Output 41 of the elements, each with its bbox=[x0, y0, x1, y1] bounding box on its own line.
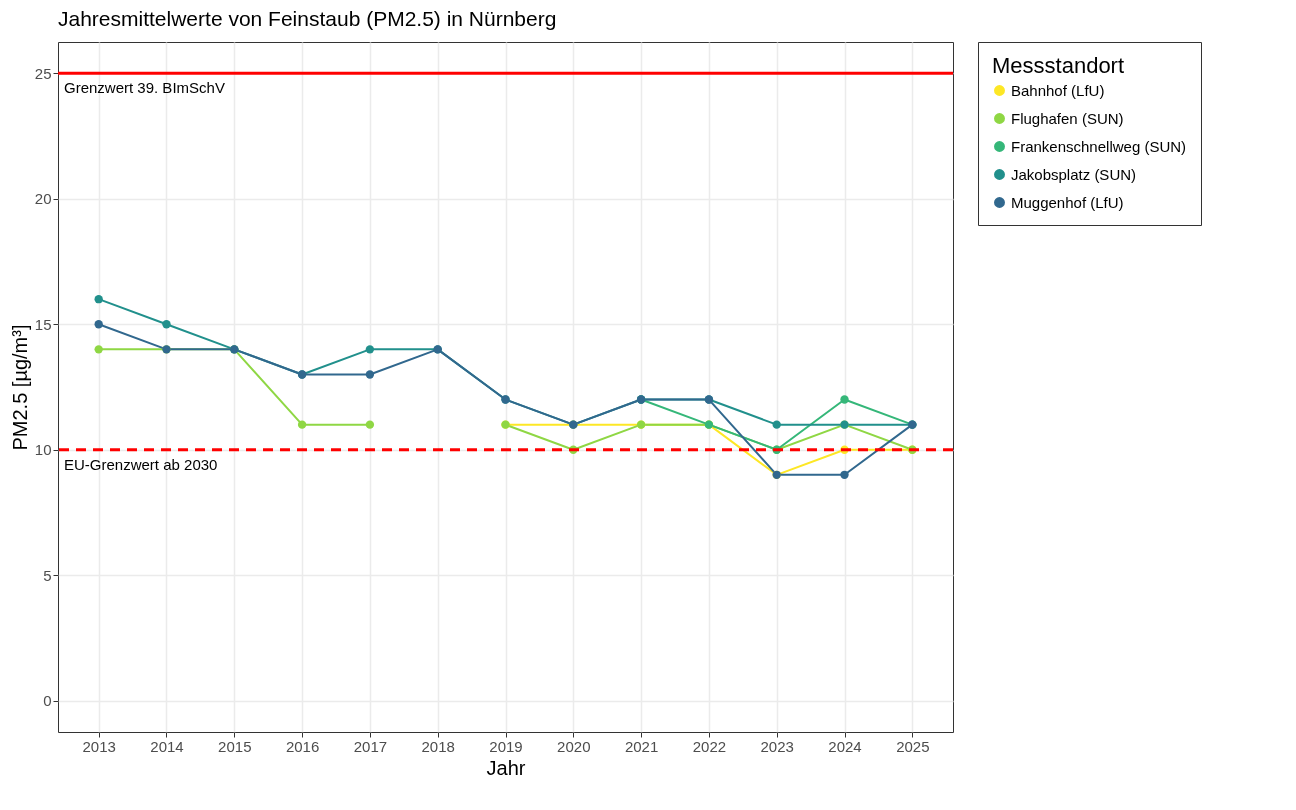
point bbox=[365, 420, 375, 429]
x-tick-label: 2024 bbox=[828, 737, 862, 755]
chart-title: Jahresmittelwerte von Feinstaub (PM2.5) in Nürnberg bbox=[58, 6, 557, 30]
x-tick-label: 2016 bbox=[285, 737, 320, 755]
x-tick-label: 2019 bbox=[489, 737, 523, 755]
x-tick-label: 2023 bbox=[760, 737, 794, 755]
legend-title: Messstandort bbox=[992, 53, 1125, 78]
x-tick-label: 2022 bbox=[692, 737, 727, 755]
x-tick-label: 2017 bbox=[353, 737, 388, 755]
point bbox=[840, 395, 849, 404]
ref-line-label: EU-Grenzwert ab 2030 bbox=[64, 455, 218, 473]
x-tick-label: 2013 bbox=[82, 737, 116, 755]
x-tick-label: 2015 bbox=[218, 737, 252, 755]
y-tick-label: 5 bbox=[43, 566, 52, 584]
legend-label: Frankenschnellweg (SUN) bbox=[1011, 137, 1187, 155]
point bbox=[772, 420, 781, 429]
x-tick-label: 2020 bbox=[557, 737, 591, 755]
x-tick-label: 2014 bbox=[150, 737, 184, 755]
y-tick-label: 15 bbox=[34, 315, 52, 333]
point bbox=[365, 345, 375, 354]
legend-label: Jakobsplatz (SUN) bbox=[1011, 165, 1137, 183]
point bbox=[94, 345, 103, 354]
y-axis-title: PM2.5 [µg/m³] bbox=[8, 324, 31, 451]
y-tick-label: 10 bbox=[34, 441, 52, 459]
point bbox=[94, 295, 103, 304]
legend-label: Muggenhof (LfU) bbox=[1011, 193, 1124, 211]
y-tick-label: 0 bbox=[43, 692, 52, 710]
x-axis-title: Jahr bbox=[486, 756, 526, 779]
y-tick-label: 20 bbox=[34, 190, 52, 208]
ref-line-label: Grenzwert 39. BImSchV bbox=[64, 79, 225, 97]
legend-label: Flughafen (SUN) bbox=[1011, 109, 1124, 127]
point bbox=[365, 370, 375, 379]
y-tick-label: 25 bbox=[34, 64, 52, 82]
point bbox=[162, 320, 171, 329]
point bbox=[297, 420, 307, 429]
x-tick-label: 2021 bbox=[624, 737, 659, 755]
legend-label: Bahnhof (LfU) bbox=[1011, 81, 1105, 99]
x-tick-label: 2018 bbox=[421, 737, 455, 755]
x-tick-label: 2025 bbox=[896, 737, 930, 755]
point bbox=[840, 470, 849, 479]
point bbox=[94, 320, 103, 329]
